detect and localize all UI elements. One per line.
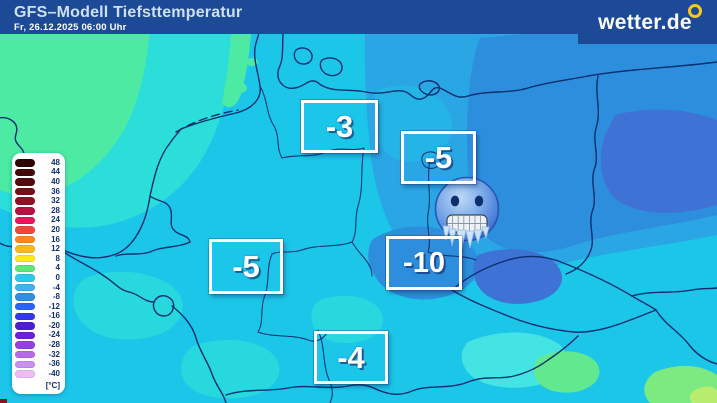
- legend-value: 16: [51, 234, 60, 244]
- temp-label-north: -3: [301, 100, 378, 153]
- legend-entry: -20: [15, 321, 62, 331]
- legend-entry: 12: [15, 244, 62, 254]
- legend-entry: 8: [15, 254, 62, 264]
- legend-color-pill: [15, 216, 35, 225]
- legend-color-pill: [15, 322, 35, 330]
- legend-color-pill: [15, 312, 35, 321]
- legend-value: 20: [51, 224, 60, 234]
- legend-entry: -40: [15, 369, 62, 379]
- temp-label-east: -10: [386, 236, 462, 290]
- legend-value: 28: [51, 205, 60, 215]
- legend-entry: 20: [15, 225, 62, 235]
- legend-entry: -8: [15, 292, 62, 302]
- temp-value: -3: [325, 109, 354, 144]
- legend-color-pill: [15, 370, 35, 378]
- temp-label-south: -4: [314, 331, 388, 384]
- legend-color-pill: [15, 331, 35, 340]
- temperature-legend: 48 44 40 36 32 28 24 20 16 12 8 4 0 -4 -8 -12 -16 -20 -24-…: [12, 153, 65, 394]
- legend-color-pill: [15, 235, 35, 244]
- legend-color-pill: [15, 360, 35, 369]
- legend-color-pill: [15, 283, 35, 292]
- legend-entry: 40: [15, 177, 62, 187]
- legend-entry: -12: [15, 302, 62, 312]
- legend-color-pill: [15, 293, 35, 301]
- legend-color-pill: [15, 226, 35, 234]
- legend-color-pill: [15, 197, 35, 205]
- legend-value: -32: [48, 349, 60, 359]
- legend-value: 8: [55, 253, 60, 263]
- legend-value: 48: [51, 157, 60, 167]
- legend-color-pill: [15, 302, 35, 311]
- legend-value: -4: [52, 282, 60, 292]
- legend-entry: 32: [15, 196, 62, 206]
- legend-value: -36: [48, 359, 60, 369]
- temp-value: -10: [403, 246, 445, 279]
- legend-value: -8: [52, 292, 60, 302]
- logo-text: wetter.de: [598, 11, 692, 34]
- legend-value: 0: [55, 272, 60, 282]
- page-title: GFS–Modell Tiefsttemperatur: [14, 4, 243, 21]
- legend-entry: -4: [15, 283, 62, 293]
- legend-entry: -36: [15, 359, 62, 369]
- legend-value: 40: [51, 176, 60, 186]
- logo-dot-icon: [688, 4, 702, 18]
- legend-entry: 0: [15, 273, 62, 283]
- legend-value: 12: [51, 244, 60, 254]
- legend-value: -24: [48, 330, 60, 340]
- legend-entry: -24: [15, 331, 62, 341]
- temp-value: -5: [424, 140, 453, 175]
- legend-color-pill: [15, 207, 35, 215]
- legend-value: 44: [51, 167, 60, 177]
- legend-color-pill: [15, 264, 35, 273]
- legend-color-pill: [15, 178, 35, 186]
- legend-value: 32: [51, 196, 60, 206]
- temp-label-west: -5: [209, 239, 283, 294]
- legend-color-pill: [15, 187, 35, 196]
- legend-color-pill: [15, 274, 35, 282]
- legend-unit-label: [°C]: [45, 380, 60, 390]
- legend-entry: 48: [15, 158, 62, 168]
- legend-entry: 28: [15, 206, 62, 216]
- temp-value: -5: [232, 249, 260, 284]
- legend-entry: 44: [15, 168, 62, 178]
- legend-color-pill: [15, 159, 35, 167]
- cold-face-emoji: [434, 176, 500, 253]
- legend-color-pill: [15, 168, 35, 177]
- wetter-de-logo[interactable]: wetter.de: [578, 0, 717, 44]
- legend-entry: 16: [15, 235, 62, 245]
- legend-color-pill: [15, 341, 35, 349]
- legend-value: 36: [51, 186, 60, 196]
- legend-rows: 48 44 40 36 32 28 24 20 16 12 8 4 0 -4 -8 -12 -16 -20 -24-…: [15, 158, 62, 379]
- legend-color-pill: [15, 245, 35, 253]
- legend-entry: -32: [15, 350, 62, 360]
- country-borders: [0, 23, 717, 403]
- legend-value: -20: [48, 320, 60, 330]
- legend-color-pill: [15, 254, 35, 263]
- forecast-datetime: Fr, 26.12.2025 06:00 Uhr: [14, 22, 127, 33]
- legend-value: -28: [48, 340, 60, 350]
- legend-entry: 24: [15, 216, 62, 226]
- legend-value: 4: [55, 263, 60, 273]
- temp-value: -4: [337, 340, 365, 375]
- legend-value: -40: [48, 368, 60, 378]
- legend-value: 24: [51, 215, 60, 225]
- legend-entry: 36: [15, 187, 62, 197]
- legend-entry: 4: [15, 264, 62, 274]
- legend-color-pill: [15, 350, 35, 359]
- legend-value: -12: [48, 301, 60, 311]
- legend-entry: -28: [15, 340, 62, 350]
- temp-label-northeast: -5: [401, 131, 476, 184]
- legend-value: -16: [48, 311, 60, 321]
- legend-entry: -16: [15, 312, 62, 322]
